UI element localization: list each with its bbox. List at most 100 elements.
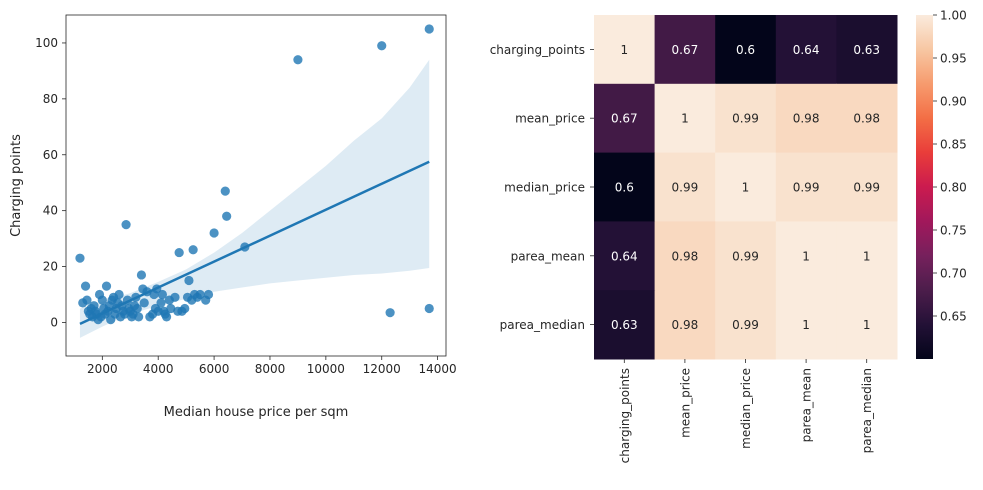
colorbar-tick-label: 0.65 [940, 310, 967, 324]
column-label: parea_mean [800, 368, 814, 442]
heatmap-cell-value: 0.98 [672, 249, 699, 263]
heatmap-cell [836, 152, 898, 222]
heatmap-cell-value: 0.99 [732, 112, 759, 126]
colorbar-tick-label: 0.80 [940, 181, 967, 195]
x-tick-label: 10000 [307, 362, 345, 376]
scatter-y-axis-label: Charging points [9, 134, 24, 237]
x-tick-label: 4000 [143, 362, 174, 376]
heatmap-cells-layer [594, 15, 898, 360]
column-label: mean_price [678, 368, 692, 438]
row-label: parea_median [500, 318, 585, 332]
x-tick-label: 6000 [199, 362, 230, 376]
scatter-point [203, 289, 214, 300]
column-label: median_price [739, 368, 753, 449]
heatmap-cell-value: 0.6 [736, 43, 755, 57]
scatter-point [80, 281, 91, 291]
heatmap-cell [715, 15, 777, 85]
scatter-point [293, 55, 303, 65]
scatter-point [188, 245, 198, 255]
heatmap-cell-value: 0.64 [793, 43, 820, 57]
scatter-point [82, 295, 92, 305]
scatter-y-ticks: 0 20 40 60 80 100 [35, 36, 66, 329]
heatmap-cell-value: 1 [863, 249, 871, 263]
heatmap-cell [654, 290, 716, 360]
heatmap-cell [594, 15, 656, 85]
heatmap-cell-value: 0.99 [672, 181, 699, 195]
heatmap-cell [594, 83, 656, 154]
scatter-point [139, 298, 149, 308]
colorbar-tick-label: 0.90 [940, 95, 967, 109]
colorbar-ticks: 0.65 0.70 0.75 0.80 0.85 0.90 0.95 1.00 [933, 9, 967, 324]
scatter-point [170, 292, 180, 302]
heatmap-column-labels: charging_points mean_price median_price par… [618, 359, 874, 463]
row-label: parea_mean [511, 249, 585, 263]
colorbar-tick-label: 0.75 [940, 224, 967, 238]
scatter-point [157, 289, 167, 300]
scatter-point [121, 220, 131, 230]
scatter-point [220, 186, 230, 196]
heatmap-cell-value: 0.99 [732, 318, 759, 332]
scatter-point [385, 308, 395, 318]
y-tick-label: 20 [43, 260, 58, 274]
scatter-x-ticks: 2000 4000 6000 8000 10000 12000 14000 [87, 356, 457, 376]
heatmap-cell [715, 152, 777, 222]
colorbar-tick-label: 0.70 [940, 267, 967, 281]
scatter-point [195, 289, 205, 300]
scatter-point [136, 270, 147, 280]
x-tick-label: 2000 [87, 362, 118, 376]
y-tick-label: 0 [50, 315, 58, 329]
heatmap-cell-value: 1 [802, 318, 810, 332]
row-label: mean_price [515, 112, 585, 126]
heatmap-cell-value: 1 [742, 181, 750, 195]
heatmap-cell [836, 83, 898, 154]
scatter-x-axis-label: Median house price per sqm [164, 405, 349, 420]
heatmap-cell [836, 221, 898, 291]
column-label: charging_points [618, 368, 632, 463]
scatter-point [132, 303, 142, 314]
heatmap-cell-value: 0.99 [853, 181, 880, 195]
x-tick-label: 8000 [255, 362, 286, 376]
colorbar [916, 15, 933, 359]
heatmap-cell-value: 0.67 [611, 112, 638, 126]
scatter-point [222, 211, 232, 221]
heatmap-cell-value: 0.98 [853, 112, 880, 126]
scatter-axes-frame [65, 14, 447, 357]
scatter-point [156, 298, 166, 308]
heatmap-cell [594, 152, 656, 222]
scatter-point [209, 228, 219, 238]
regression-line [79, 160, 430, 325]
x-tick-label: 14000 [419, 362, 457, 376]
heatmap-cell-value: 0.67 [672, 43, 699, 57]
scatter-plot: 2000 4000 6000 8000 10000 12000 14000 0 20 40 60 8… [9, 14, 457, 420]
colorbar-tick-label: 1.00 [940, 9, 967, 23]
row-label: median_price [504, 181, 585, 195]
scatter-point [134, 312, 144, 322]
y-tick-label: 60 [43, 148, 58, 162]
scatter-point [180, 303, 190, 314]
scatter-point [424, 24, 434, 34]
heatmap-cell [715, 290, 777, 360]
regression-line-layer [79, 160, 430, 325]
y-tick-label: 80 [43, 92, 58, 106]
scatter-point [184, 275, 194, 286]
heatmap-cell-value: 1 [863, 318, 871, 332]
heatmap-cell-value: 1 [620, 43, 628, 57]
scatter-point [114, 289, 124, 300]
scatter-point [377, 41, 387, 51]
heatmap-cell-value: 0.98 [672, 318, 699, 332]
heatmap-cell-value: 0.63 [611, 318, 638, 332]
scatter-point [166, 303, 176, 314]
scatter-point [101, 281, 112, 291]
colorbar-tick-label: 0.85 [940, 138, 967, 152]
x-tick-label: 12000 [363, 362, 401, 376]
heatmap-row-labels: charging_points mean_price median_pricepar… [490, 43, 594, 332]
y-tick-label: 40 [43, 204, 58, 218]
heatmap-cell [654, 152, 716, 222]
correlation-heatmap: 1 0.67 0.6 0.64 0.63 0.67 1 0.99 0.98 0.98 0.6 0.99… [490, 9, 967, 464]
scatter-point [174, 247, 184, 258]
heatmap-cell-value: 0.98 [793, 112, 820, 126]
heatmap-cell [654, 15, 716, 85]
heatmap-cell-value: 1 [681, 112, 689, 126]
heatmap-annotations-layer: 1 0.67 0.6 0.64 0.63 0.67 1 0.99 0.98 0.98 0.6 0.99… [611, 43, 880, 332]
heatmap-cell [775, 290, 837, 360]
